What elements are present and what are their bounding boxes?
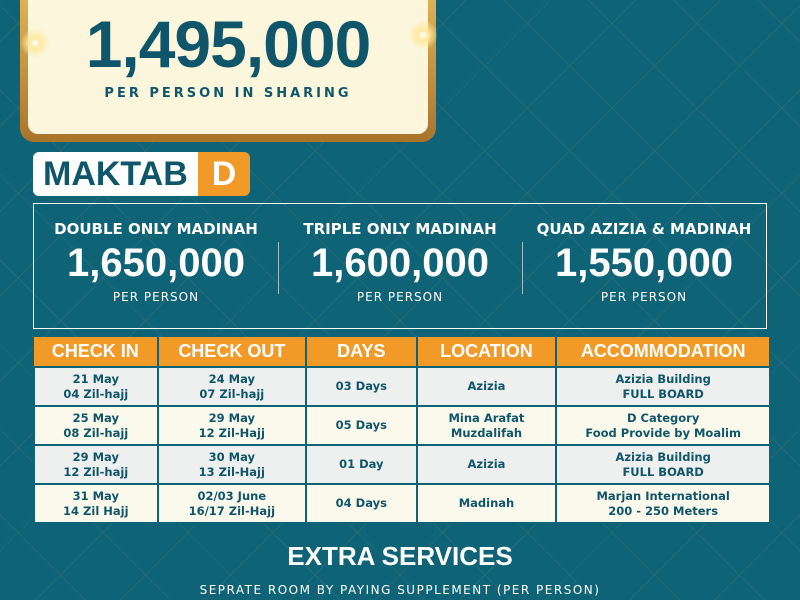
table-cell: Marjan International 200 - 250 Meters [555, 483, 771, 524]
cell-line: 24 May [208, 371, 255, 386]
price-value: 1,600,000 [311, 241, 489, 285]
headline-price-card: 1,495,000 PER PERSON IN SHARING [20, 0, 436, 142]
price-value: 1,650,000 [67, 241, 245, 285]
price-label: DOUBLE ONLY MADINAH [54, 220, 258, 238]
cell-line: Mina Arafat [448, 410, 525, 425]
cell-line: 31 May [72, 488, 119, 503]
headline-subtitle: PER PERSON IN SHARING [104, 86, 352, 101]
table-cell: 04 Days [305, 483, 418, 524]
table-row: 25 May 08 Zil-hajj 29 May 12 Zil-Hajj 05 Day… [33, 405, 771, 446]
maktab-category: D [197, 152, 251, 196]
table-cell: Madinah [415, 483, 558, 524]
price-triple: TRIPLE ONLY MADINAH 1,600,000 PER PERSON [278, 204, 522, 328]
price-double: DOUBLE ONLY MADINAH 1,650,000 PER PERSON [34, 204, 278, 328]
price-unit: PER PERSON [356, 290, 444, 304]
cell-line: Azizia Building [615, 371, 711, 386]
column-header: CHECK IN [34, 337, 159, 367]
cell-line: 03 Days [335, 379, 387, 393]
maktab-label: MAKTAB [33, 152, 198, 196]
table-cell: 24 May 07 Zil-hajj [156, 366, 308, 407]
table-cell: D Category Food Provide by Moalim [555, 405, 771, 446]
cell-line: 04 Days [335, 496, 387, 510]
table-cell: 29 May 12 Zil-Hajj [156, 405, 308, 446]
cell-line: 12 Zil-Hajj [198, 425, 265, 440]
headline-price: 1,495,000 [85, 7, 372, 81]
extra-services-title: EXTRA SERVICES [287, 541, 513, 571]
table-cell: 03 Days [305, 366, 418, 407]
cell-line: 13 Zil-Hajj [198, 464, 265, 479]
table-cell: 30 May 13 Zil-Hajj [156, 444, 308, 485]
cell-line: 04 Zil-hajj [63, 386, 129, 401]
table-cell: 01 Day [305, 444, 418, 485]
table-cell: Azizia [415, 366, 558, 407]
table-cell: 21 May 04 Zil-hajj [33, 366, 159, 407]
column-header: ACCOMMODATION [556, 337, 771, 367]
cell-line: 05 Days [335, 418, 387, 432]
cell-line: Muzdalifah [450, 425, 523, 440]
cell-line: Marjan International [596, 488, 730, 503]
table-cell: Mina Arafat Muzdalifah [415, 405, 558, 446]
itinerary-table: CHECK IN CHECK OUT DAYS LOCATION ACCOMMODATI… [33, 337, 771, 524]
price-unit: PER PERSON [112, 290, 200, 304]
table-cell: 31 May 14 Zil Hajj [33, 483, 159, 524]
price-quad: QUAD AZIZIA & MADINAH 1,550,000 PER PERS… [522, 204, 766, 328]
table-header-row: CHECK IN CHECK OUT DAYS LOCATION ACCOMMODATI… [34, 337, 771, 367]
cell-line: 16/17 Zil-Hajj [188, 503, 276, 518]
column-header: LOCATION [416, 337, 558, 367]
price-label: TRIPLE ONLY MADINAH [303, 220, 497, 238]
cell-line: Azizia Building [615, 449, 711, 464]
price-label: QUAD AZIZIA & MADINAH [536, 220, 752, 238]
price-unit: PER PERSON [600, 290, 688, 304]
maktab-badge: MAKTAB D [33, 152, 251, 196]
cell-line: 02/03 June [197, 488, 267, 503]
cell-line: 14 Zil Hajj [63, 503, 129, 518]
table-cell: 05 Days [305, 405, 418, 446]
cell-line: 29 May [72, 449, 119, 464]
table-cell: Azizia [415, 444, 558, 485]
cell-line: Food Provide by Moalim [585, 425, 741, 440]
table-cell: 02/03 June 16/17 Zil-Hajj [156, 483, 308, 524]
cell-line: D Category [626, 410, 700, 425]
cell-line: 30 May [208, 449, 255, 464]
sparkle-icon [408, 20, 438, 50]
table-cell: 29 May 12 Zil-hajj [33, 444, 159, 485]
cell-line: FULL BOARD [622, 386, 704, 401]
cell-line: 200 - 250 Meters [608, 503, 719, 518]
cell-line: 25 May [72, 410, 119, 425]
cell-line: 07 Zil-hajj [199, 386, 265, 401]
table-row: 31 May 14 Zil Hajj 02/03 June 16/17 Zil-Haj… [33, 483, 771, 524]
sparkle-icon [20, 28, 50, 58]
cell-line: 12 Zil-hajj [63, 464, 129, 479]
cell-line: Madinah [458, 496, 515, 510]
extra-services-note: SEPRATE ROOM BY PAYING SUPPLEMENT (PER P… [199, 583, 601, 597]
room-prices: DOUBLE ONLY MADINAH 1,650,000 PER PERSON… [33, 203, 767, 329]
table-row: 21 May 04 Zil-hajj 24 May 07 Zil-hajj 03 Day… [33, 366, 771, 407]
table-row: 29 May 12 Zil-hajj 30 May 13 Zil-Hajj 01 Day… [33, 444, 771, 485]
column-header: DAYS [306, 337, 418, 367]
cell-line: 21 May [72, 371, 119, 386]
cell-line: 29 May [208, 410, 255, 425]
cell-line: 01 Day [339, 457, 384, 471]
table-cell: 25 May 08 Zil-hajj [33, 405, 159, 446]
price-value: 1,550,000 [555, 241, 733, 285]
table-cell: Azizia Building FULL BOARD [555, 366, 771, 407]
cell-line: 08 Zil-hajj [63, 425, 129, 440]
cell-line: Azizia [467, 379, 506, 393]
column-header: CHECK OUT [157, 337, 308, 367]
cell-line: FULL BOARD [622, 464, 704, 479]
cell-line: Azizia [467, 457, 506, 471]
table-cell: Azizia Building FULL BOARD [555, 444, 771, 485]
